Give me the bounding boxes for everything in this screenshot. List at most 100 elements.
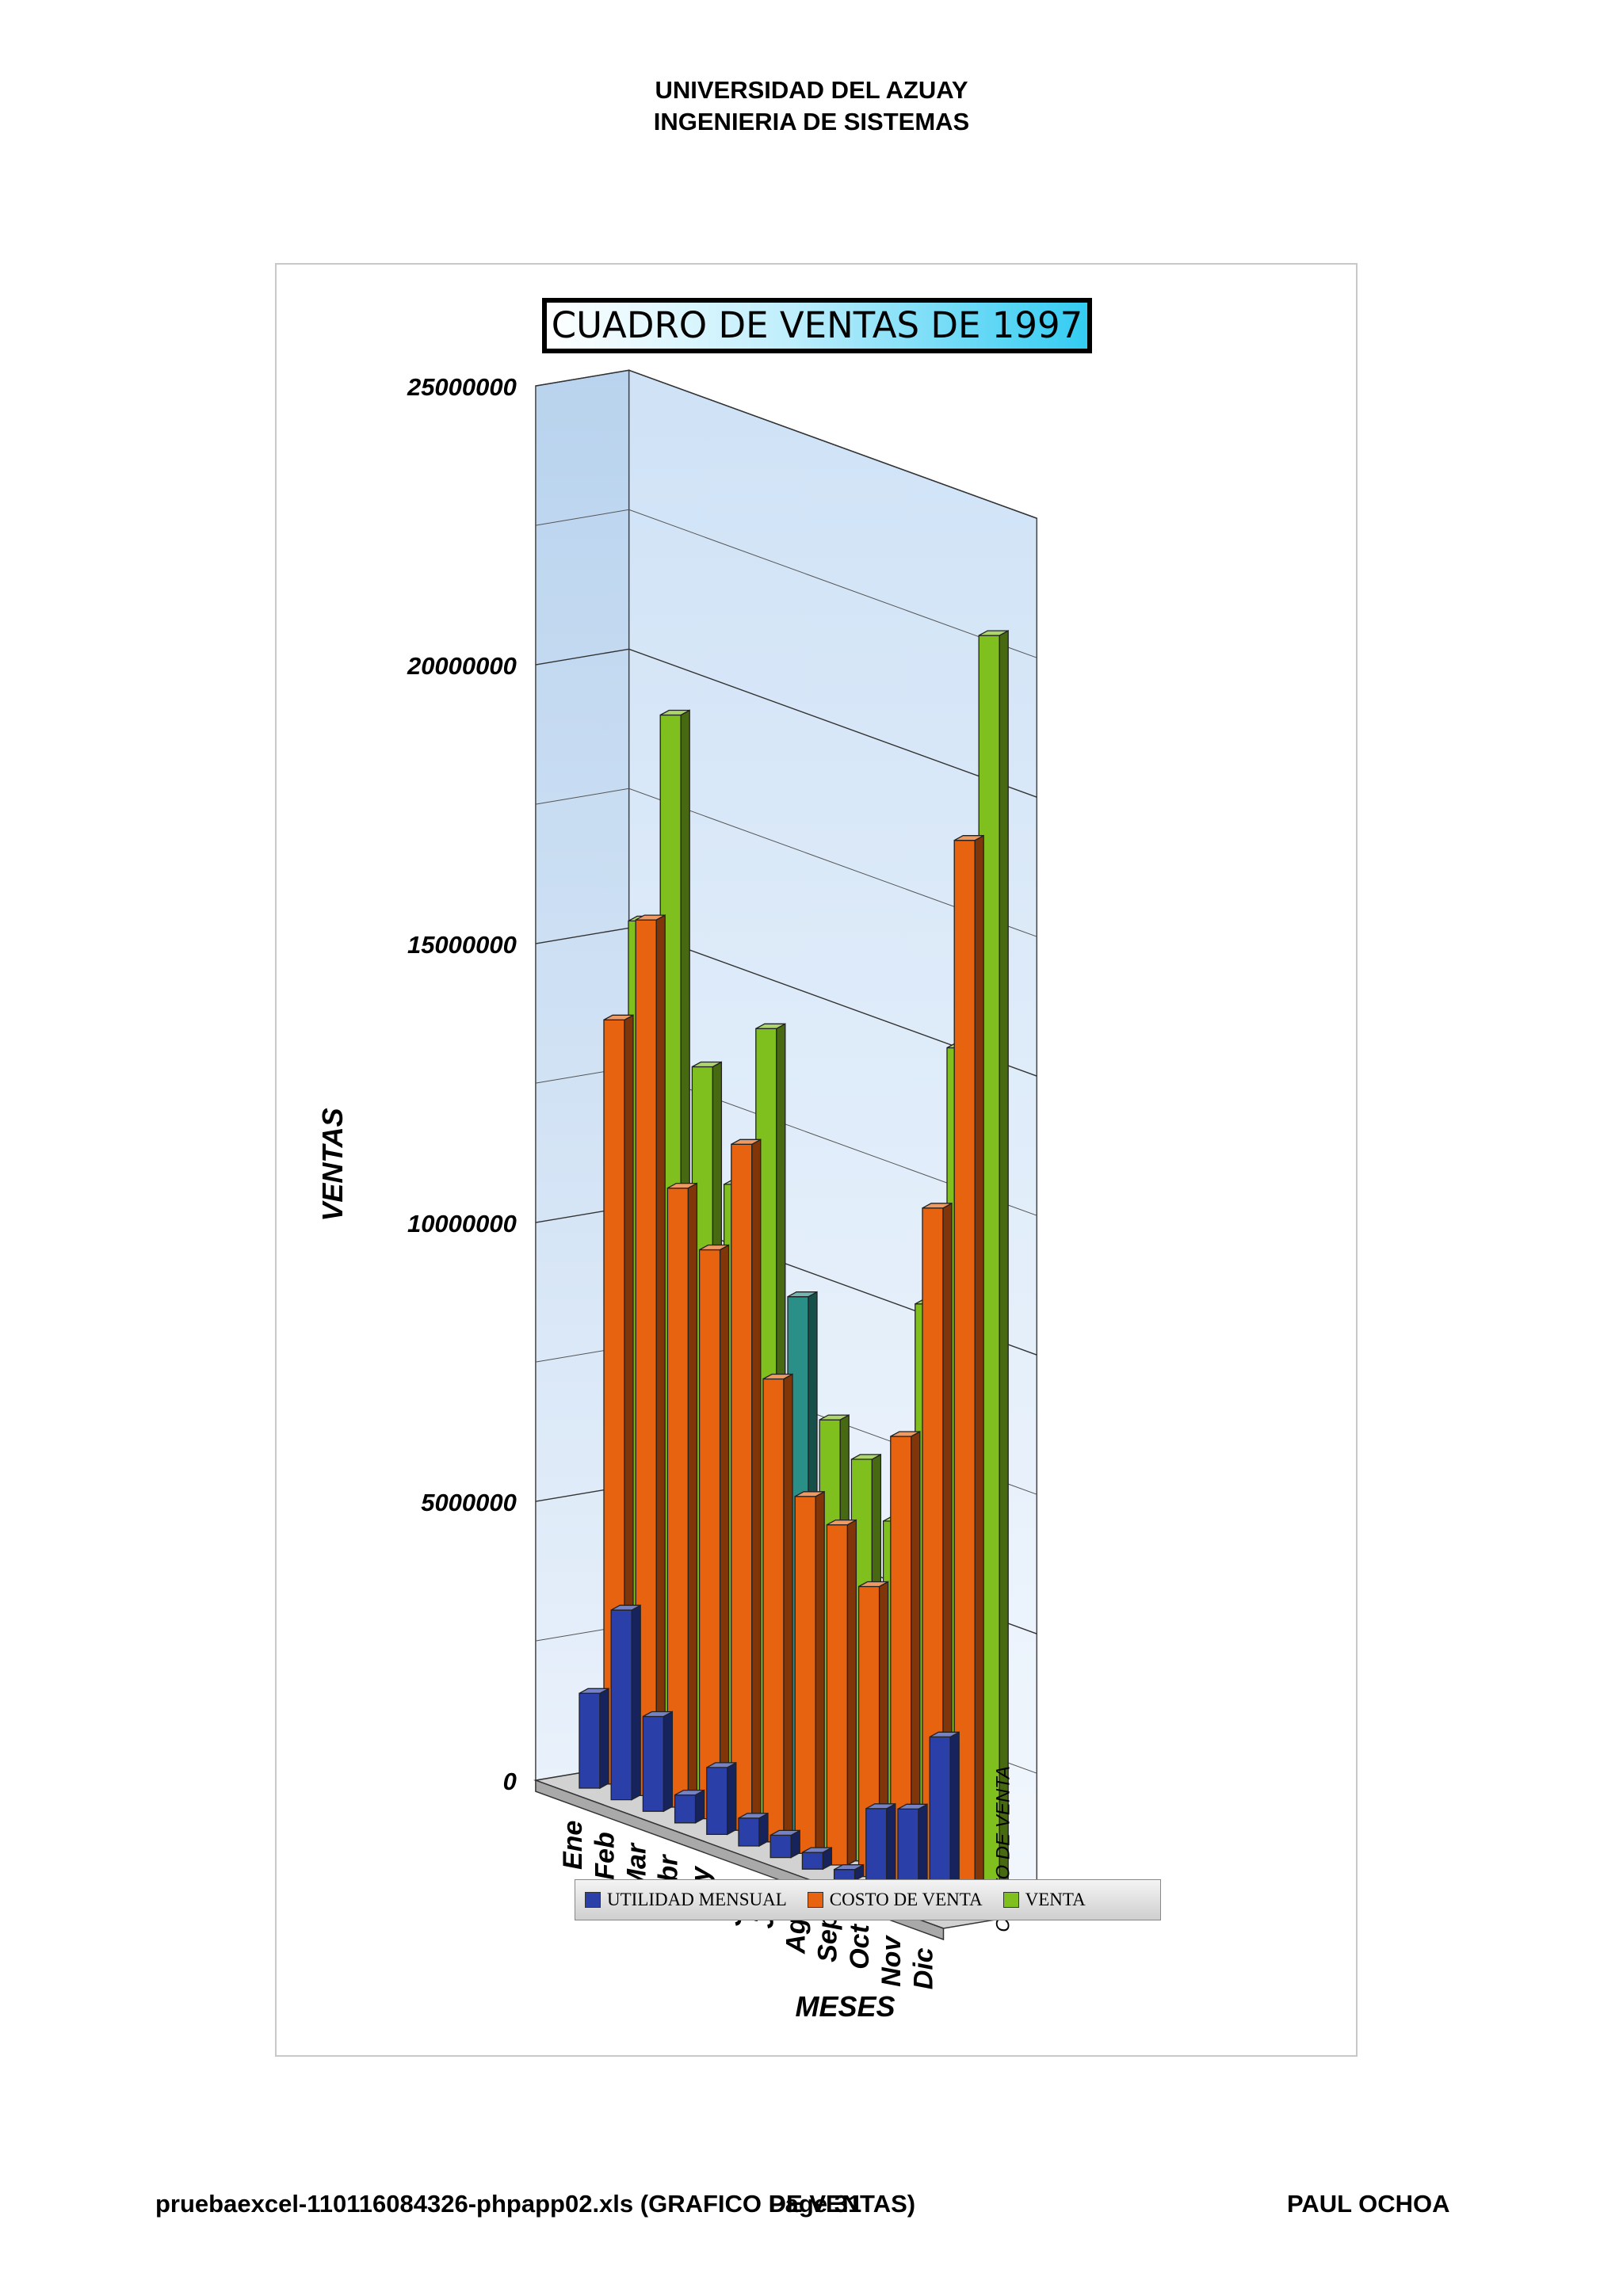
bar-top [834, 1864, 864, 1871]
bar-top [731, 1138, 762, 1145]
y-axis-label: VENTAS [316, 1108, 349, 1222]
bar-top [827, 1519, 857, 1526]
legend-label-utilidad: UTILIDAD MENSUAL [607, 1890, 787, 1909]
bar-top [851, 1454, 881, 1460]
bar-top [699, 1244, 729, 1251]
bar-top [579, 1688, 609, 1694]
bar [706, 1761, 737, 1836]
bar [922, 1202, 953, 1901]
bar [762, 1373, 793, 1843]
y-tick-label: 0 [503, 1768, 517, 1795]
bar-side [751, 1138, 762, 1832]
x-tick-label: Ene [558, 1821, 588, 1870]
bar [769, 1829, 800, 1859]
bar-top [802, 1847, 832, 1853]
bar [794, 1490, 825, 1855]
bar-front [794, 1496, 816, 1855]
bar-front [706, 1767, 728, 1836]
bar-side [783, 1373, 793, 1843]
legend-item-utilidad: UTILIDAD MENSUAL [585, 1890, 787, 1910]
bar-top [922, 1203, 953, 1209]
bar-side [815, 1490, 825, 1855]
legend-swatch-venta [1002, 1892, 1019, 1908]
legend-swatch-utilidad [585, 1892, 601, 1908]
bar-top [858, 1581, 888, 1588]
bar-front [579, 1692, 601, 1789]
x-tick-label: Feb [590, 1832, 620, 1879]
gridline-minor [535, 788, 1037, 937]
bar-top [643, 1711, 673, 1718]
bar-top [610, 1604, 641, 1611]
footer-file-name: pruebaexcel-110116084326-phpapp02.xls (G… [155, 2190, 916, 2218]
legend-item-venta: VENTA [1002, 1890, 1086, 1910]
x-tick-label: Oct [845, 1923, 875, 1969]
bar [610, 1604, 641, 1801]
bar-side [663, 1711, 674, 1813]
bar-top [692, 1061, 722, 1068]
bar-front [801, 1852, 824, 1870]
bar [890, 1430, 921, 1890]
header-program: INGENIERIA DE SISTEMAS [653, 108, 970, 135]
bar-top [769, 1829, 800, 1836]
gridline-minor [535, 509, 1037, 658]
bar [929, 1731, 960, 1917]
bar [642, 1711, 674, 1813]
x-axis-label: MESES [795, 1990, 896, 2023]
bar [801, 1847, 833, 1871]
header-university: UNIVERSIDAD DEL AZUAY [655, 76, 968, 104]
bar-side [999, 630, 1009, 1909]
chart-title: CUADRO DE VENTAS DE 1997 [542, 298, 1092, 353]
bar-side [631, 1604, 641, 1801]
x-tick-label: Dic [908, 1947, 938, 1989]
y-tick-label: 10000000 [407, 1210, 517, 1238]
bar-front [642, 1715, 665, 1812]
bar-side [719, 1244, 730, 1820]
y-tick-label: 5000000 [421, 1489, 517, 1516]
bar [579, 1688, 609, 1790]
bar-top [819, 1414, 850, 1421]
bar-front [769, 1834, 792, 1859]
bar-top [659, 709, 690, 716]
legend-item-costo: COSTO DE VENTA [807, 1890, 983, 1910]
legend-label-venta: VENTA [1025, 1890, 1086, 1909]
bar-top [603, 1014, 634, 1020]
gridline [535, 648, 1037, 798]
chart-legend: UTILIDAD MENSUAL COSTO DE VENTA VENTA [575, 1879, 1161, 1920]
x-tick-label: Sep [813, 1913, 843, 1962]
y-tick-label: 25000000 [407, 373, 517, 401]
bar-top [865, 1803, 896, 1810]
footer-author: PAUL OCHOA [1287, 2190, 1450, 2218]
bar-top [738, 1813, 769, 1819]
y-tick-label: 20000000 [407, 652, 517, 680]
bar-top [929, 1731, 960, 1737]
bar [666, 1182, 698, 1809]
bar-side [727, 1761, 737, 1836]
bar [865, 1802, 896, 1894]
bar-top [890, 1431, 921, 1437]
bar-side [758, 1812, 769, 1848]
bar [826, 1519, 857, 1867]
bar-top [755, 1023, 786, 1029]
legend-swatch-costo [807, 1892, 823, 1908]
bar [833, 1863, 865, 1882]
bar-top [953, 835, 984, 841]
bar-top [635, 914, 666, 921]
chart-frame [275, 263, 1358, 2057]
bar-front [731, 1143, 753, 1831]
bar [674, 1789, 705, 1824]
bar-side [974, 834, 984, 1913]
bar-side [599, 1688, 609, 1790]
gridline [535, 369, 1037, 519]
bar-front [610, 1609, 632, 1801]
bar-top [762, 1373, 793, 1380]
bar-side [687, 1182, 698, 1809]
bar-top [706, 1762, 737, 1768]
bar-front [674, 1794, 697, 1824]
y-tick-label: 15000000 [407, 931, 517, 959]
legend-label-costo: COSTO DE VENTA [829, 1890, 983, 1909]
bar-side [655, 914, 666, 1797]
bar-front [698, 1249, 721, 1820]
bar [731, 1138, 762, 1832]
bar [738, 1812, 769, 1848]
footer-page-number: Page 31 [769, 2190, 862, 2218]
